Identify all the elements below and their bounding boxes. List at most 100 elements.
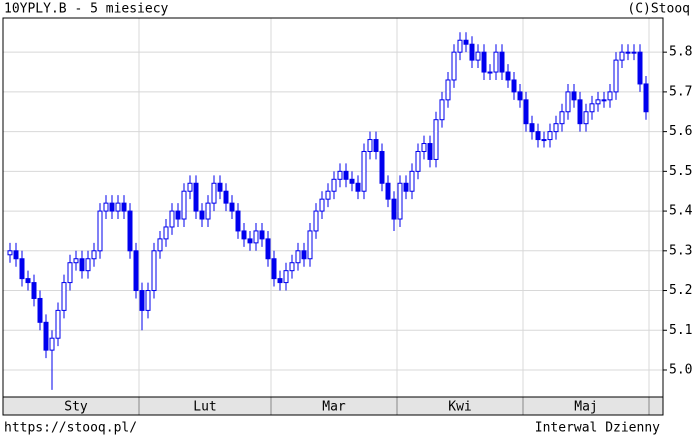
candle-body [109, 202, 115, 212]
candle-body [73, 258, 79, 264]
candle-body [283, 270, 289, 284]
candle-body [79, 258, 85, 272]
candle-body [403, 182, 409, 192]
x-tick-label: Maj [574, 400, 597, 415]
candle-body [319, 198, 325, 212]
candle-body [457, 39, 463, 53]
y-tick-label: 5.0 [669, 362, 692, 377]
candle-body [325, 190, 331, 200]
candle-body [55, 309, 61, 339]
candle-body [187, 182, 193, 192]
candle-body [31, 282, 37, 299]
candle-body [421, 143, 427, 152]
candle-body [85, 258, 91, 272]
candle-body [157, 238, 163, 252]
candle-body [439, 99, 445, 121]
candle-body [517, 91, 523, 101]
candle-body [223, 190, 229, 204]
chart-frame [2, 17, 664, 416]
candle-body [571, 91, 577, 101]
candle-body [229, 202, 235, 212]
candle-body [127, 210, 133, 252]
candle-body [427, 143, 433, 160]
candle-body [637, 51, 643, 85]
candle-body [643, 83, 649, 113]
candle-body [115, 202, 121, 212]
candle-body [415, 150, 421, 172]
candle-body [13, 250, 19, 260]
candle-body [175, 210, 181, 220]
candle-body [25, 278, 31, 284]
candle-body [19, 258, 25, 280]
candle-body [373, 139, 379, 152]
candle-body [607, 91, 613, 101]
candle-body [475, 51, 481, 61]
candle-body [445, 79, 451, 101]
y-tick-label: 5.3 [669, 243, 692, 258]
candle-body [253, 230, 259, 244]
candle-body [307, 230, 313, 260]
y-tick-label: 5.1 [669, 323, 692, 338]
candle-body [523, 99, 529, 125]
candle-body [529, 123, 535, 133]
candle-body [121, 202, 127, 212]
candle-body [391, 198, 397, 220]
candle-body [619, 51, 625, 61]
candle-body [217, 182, 223, 192]
candle-body [469, 43, 475, 61]
candle-body [241, 230, 247, 240]
y-tick-label: 5.6 [669, 124, 692, 139]
candle-body [193, 182, 199, 212]
footer-interval: Interwal Dzienny [535, 421, 660, 436]
candle-body [355, 182, 361, 192]
candle-body [301, 250, 307, 260]
candle-body [535, 131, 541, 141]
candle-body [145, 290, 151, 311]
candle-body [487, 71, 493, 74]
candle-body [97, 210, 103, 252]
candle-body [271, 258, 277, 280]
candle-body [49, 337, 55, 351]
y-tick-label: 5.8 [669, 45, 692, 60]
candle-body [559, 111, 565, 125]
candle-body [103, 202, 109, 212]
candle-body [235, 210, 241, 232]
x-tick-label: Mar [322, 400, 346, 415]
candle-body [601, 99, 607, 102]
candle-body [91, 250, 97, 260]
candle-body [181, 190, 187, 220]
candle-body [595, 99, 601, 105]
candle-body [133, 250, 139, 292]
candle-body [613, 59, 619, 93]
candle-body [205, 202, 211, 220]
candle-body [7, 250, 13, 256]
candle-body [409, 170, 415, 192]
candle-body [505, 71, 511, 81]
candle-body [493, 51, 499, 73]
candle-body [385, 182, 391, 200]
candle-body [349, 178, 355, 184]
candle-body [361, 150, 367, 192]
candle-body [511, 79, 517, 93]
candle-body [367, 139, 373, 152]
x-tick-label: Lut [193, 400, 216, 415]
candle-body [169, 210, 175, 228]
candle-body [481, 51, 487, 73]
candle-body [499, 51, 505, 73]
y-tick-label: 5.2 [669, 283, 692, 298]
candle-body [163, 226, 169, 240]
candle-body [139, 290, 145, 311]
candle-body [379, 150, 385, 184]
candle-body [589, 103, 595, 113]
candle-body [631, 51, 637, 54]
candle-body [151, 250, 157, 292]
candle-body [433, 119, 439, 160]
candle-body [67, 262, 73, 284]
candle-body [199, 210, 205, 220]
candle-body [259, 230, 265, 240]
footer-url[interactable]: https://stooq.pl/ [4, 421, 137, 436]
y-tick-label: 5.7 [669, 84, 692, 99]
y-tick-label: 5.5 [669, 164, 692, 179]
